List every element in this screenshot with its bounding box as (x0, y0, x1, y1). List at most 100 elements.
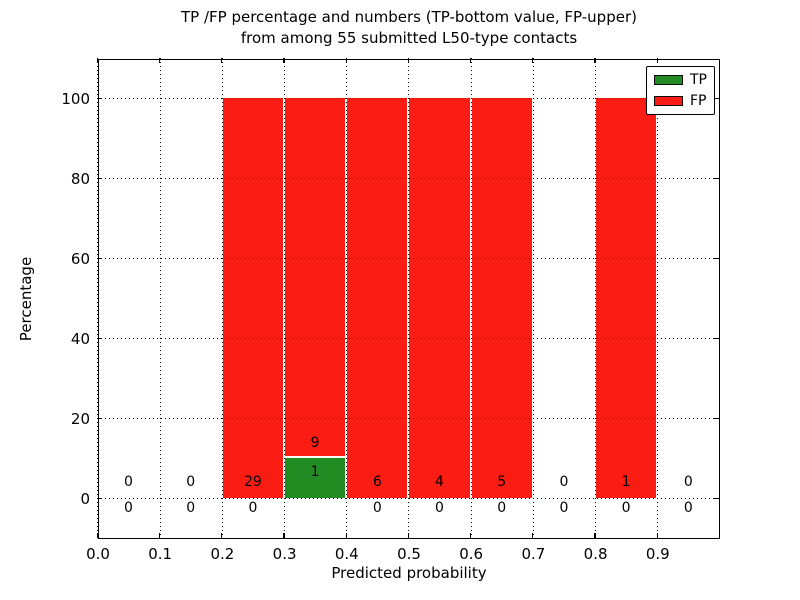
fp-bar-0.8-0.9 (596, 98, 657, 499)
y-tick-label-20: 20 (70, 410, 90, 428)
y-tick-label-0: 0 (80, 490, 90, 508)
gridline-x-0.3 (284, 58, 285, 539)
y-tick-left-80 (97, 177, 103, 180)
chart-title-line2: from among 55 submitted L50-type contact… (240, 29, 578, 47)
x-tick-label-0.4: 0.4 (334, 545, 359, 563)
x-tick-top-0.3 (283, 58, 285, 64)
fp-bar-0.6-0.7 (471, 98, 532, 499)
x-tick-bottom-0.8 (594, 533, 596, 539)
x-tick-label-0.9: 0.9 (645, 545, 670, 563)
y-tick-right-0 (714, 497, 720, 500)
legend-label-fp: FP (690, 93, 707, 109)
legend: TP FP (646, 66, 715, 115)
y-tick-label-40: 40 (70, 330, 90, 348)
x-tick-top-0.5 (407, 58, 410, 64)
fp-count-label-0.3-0.4: 9 (310, 435, 320, 452)
gridline-x-0.0 (97, 58, 99, 539)
fp-bar-0.2-0.3 (222, 98, 283, 499)
chart-title-line1: TP /FP percentage and numbers (TP-bottom… (181, 8, 637, 26)
tp-count-label-0.4-0.5: 0 (372, 500, 382, 517)
fp-bar-0.3-0.4 (285, 98, 346, 457)
x-tick-top-0.7 (532, 58, 534, 64)
x-axis-label: Predicted probability (331, 564, 487, 582)
tp-count-label-0.1-0.2: 0 (186, 500, 196, 517)
y-tick-label-60: 60 (70, 250, 90, 268)
x-tick-label-0.1: 0.1 (148, 545, 173, 563)
y-tick-right-40 (714, 337, 720, 340)
tp-color-swatch (654, 75, 683, 85)
fp-count-label-0.0-0.1: 0 (124, 474, 133, 491)
x-tick-bottom-0.2 (221, 533, 223, 539)
x-tick-label-0.8: 0.8 (583, 545, 608, 563)
x-tick-label-0.2: 0.2 (210, 545, 235, 563)
fp-count-label-0.4-0.5: 6 (372, 474, 382, 491)
gridline-x-0.2 (221, 58, 223, 539)
gridline-x-0.8 (595, 58, 596, 539)
x-tick-bottom-0.4 (345, 533, 347, 539)
fp-bar-0.4-0.5 (347, 98, 408, 499)
chart-title: TP /FP percentage and numbers (TP-bottom… (98, 7, 720, 49)
x-tick-bottom-0.1 (158, 533, 161, 539)
x-tick-top-0.2 (221, 58, 223, 64)
gridline-x-0.9 (657, 58, 659, 539)
y-tick-left-40 (97, 337, 103, 340)
x-tick-label-0.5: 0.5 (397, 545, 421, 563)
x-tick-label-0.6: 0.6 (459, 545, 484, 563)
x-tick-top-0.0 (96, 58, 99, 64)
y-tick-left-20 (97, 417, 103, 420)
tp-count-label-0.2-0.3: 0 (248, 500, 258, 517)
y-tick-right-80 (714, 177, 720, 180)
x-tick-label-0.7: 0.7 (521, 545, 546, 563)
fp-count-label-0.7-0.8: 0 (559, 474, 569, 491)
fp-bar-0.5-0.6 (409, 98, 470, 499)
y-tick-right-20 (714, 417, 720, 420)
plot-area: 0 0 0 0 29 0 9 1 6 0 4 0 5 0 0 0 1 0 0 0 (96, 58, 720, 539)
tp-bar-0.3-0.4 (285, 458, 346, 499)
x-tick-top-0.6 (469, 58, 472, 64)
fp-count-label-0.1-0.2: 0 (186, 474, 196, 491)
x-tick-bottom-0.9 (656, 533, 658, 539)
tp-count-label-0.9-1.0: 0 (683, 500, 693, 517)
x-tick-top-0.8 (594, 58, 596, 64)
tp-count-label-0.0-0.1: 0 (124, 500, 133, 517)
x-tick-top-0.1 (158, 58, 161, 64)
fp-count-label-0.8-0.9: 1 (621, 474, 631, 491)
y-tick-left-0 (97, 497, 103, 500)
x-tick-label-0.3: 0.3 (272, 545, 297, 563)
x-tick-top-0.4 (345, 58, 347, 64)
fp-count-label-0.6-0.7: 5 (497, 474, 507, 491)
gridline-x-0.1 (159, 58, 161, 539)
y-tick-right-60 (714, 257, 720, 260)
y-tick-right-100 (714, 97, 720, 100)
gridline-x-0.5 (408, 58, 410, 539)
tp-count-inbar-label-0.3-0.4: 1 (310, 464, 320, 481)
legend-label-tp: TP (690, 72, 707, 88)
y-tick-label-100: 100 (61, 90, 90, 108)
x-tick-top-0.9 (656, 58, 658, 64)
x-tick-bottom-0.6 (469, 533, 472, 539)
gridline-x-0.4 (346, 58, 348, 539)
tp-count-label-0.5-0.6: 0 (435, 500, 444, 517)
plot-canvas: 0 0 0 0 29 0 9 1 6 0 4 0 5 0 0 0 1 0 0 0 (96, 58, 720, 539)
gridline-x-0.6 (470, 58, 472, 539)
tp-count-label-0.7-0.8: 0 (559, 500, 569, 517)
y-tick-label-80: 80 (70, 170, 90, 188)
y-tick-left-60 (97, 257, 103, 260)
x-tick-label-0.0: 0.0 (86, 545, 110, 563)
fp-count-label-0.2-0.3: 29 (243, 474, 262, 491)
gridline-x-0.7 (532, 58, 534, 539)
tp-count-label-0.8-0.9: 0 (621, 500, 631, 517)
x-tick-bottom-0.5 (407, 533, 410, 539)
tp-count-label-0.6-0.7: 0 (497, 500, 507, 517)
fp-count-label-0.5-0.6: 4 (435, 474, 444, 491)
legend-item-fp: FP (654, 94, 707, 108)
legend-item-tp: TP (654, 73, 707, 87)
x-tick-bottom-0.7 (532, 533, 534, 539)
fp-color-swatch (654, 96, 683, 106)
y-tick-left-100 (97, 97, 103, 100)
x-tick-bottom-0.0 (96, 533, 99, 539)
fp-count-label-0.9-1.0: 0 (683, 474, 693, 491)
x-tick-bottom-0.3 (283, 533, 285, 539)
y-axis-label: Percentage (17, 256, 35, 342)
